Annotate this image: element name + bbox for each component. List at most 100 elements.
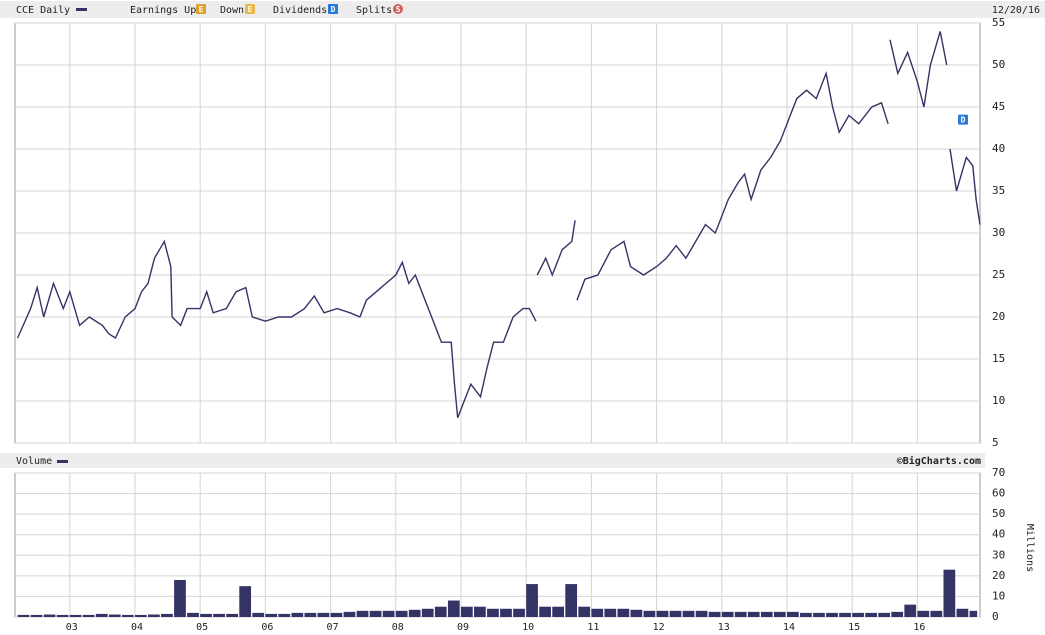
volume-bar	[787, 611, 799, 617]
volume-bar	[865, 612, 877, 617]
legend-icon-letter: E	[199, 5, 204, 14]
x-tick-label: 10	[522, 622, 534, 633]
volume-bar	[382, 610, 395, 617]
volume-bar	[239, 586, 252, 617]
volume-bar	[356, 610, 369, 617]
legend-icon-letter: D	[331, 5, 336, 14]
header-bar	[0, 1, 1045, 18]
volume-bar	[226, 613, 238, 617]
volume-bar	[474, 606, 486, 617]
volume-bar	[395, 610, 408, 617]
volume-bar	[630, 609, 643, 617]
volume-bar	[682, 610, 695, 617]
volume-bar	[604, 608, 617, 617]
y-tick-label: 0	[992, 610, 999, 623]
y-tick-label: 55	[992, 16, 1005, 29]
volume-bar	[43, 614, 56, 617]
legend-icon-letter: E	[248, 5, 253, 14]
legend-icon	[196, 4, 206, 14]
volume-bar	[669, 610, 682, 617]
y-tick-label: 50	[992, 58, 1005, 71]
volume-bar	[17, 614, 30, 617]
y-tick-label: 10	[992, 589, 1005, 602]
volume-bar	[578, 606, 591, 617]
legend-icon	[328, 4, 338, 14]
volume-bar	[747, 611, 760, 617]
y-tick-label: 10	[992, 394, 1005, 407]
x-tick-label: 13	[718, 622, 730, 633]
x-tick-label: 06	[261, 622, 273, 633]
volume-bar	[565, 584, 578, 617]
legend-icon-letter: S	[396, 5, 401, 14]
volume-bar	[891, 611, 904, 617]
series-legend-swatch	[76, 8, 87, 11]
volume-bar	[617, 608, 630, 617]
volume-bar	[447, 600, 460, 617]
price-line	[16, 31, 981, 419]
volume-bar	[408, 609, 421, 617]
series-legend: CCE Daily	[16, 5, 70, 16]
x-tick-label: 11	[587, 622, 599, 633]
y-tick-label: 45	[992, 100, 1005, 113]
volume-bar	[278, 613, 291, 617]
y-tick-label: 40	[992, 528, 1005, 541]
dividend-marker-letter: D	[961, 116, 966, 125]
x-tick-label: 05	[196, 622, 208, 633]
volume-bar	[721, 611, 734, 617]
volume-bar	[591, 608, 604, 617]
volume-bar	[161, 613, 173, 617]
volume-bar	[56, 614, 69, 617]
volume-bar	[304, 612, 317, 617]
volume-bar	[369, 610, 382, 617]
volume-bar	[643, 610, 656, 617]
y-tick-label: 30	[992, 548, 1005, 561]
volume-bar	[695, 610, 708, 617]
volume-bar	[82, 614, 95, 617]
volume-bar	[69, 614, 82, 617]
volume-bar	[148, 614, 160, 617]
volume-bar	[95, 613, 108, 617]
volume-frame	[14, 472, 981, 618]
y-tick-label: 20	[992, 310, 1005, 323]
volume-bar	[265, 613, 278, 617]
volume-bar	[852, 612, 864, 617]
volume-bar	[108, 614, 121, 617]
volume-bar	[434, 606, 447, 617]
credit: ©BigCharts.com	[897, 455, 981, 467]
y-axis-label: Millions	[1024, 524, 1035, 572]
x-tick-label: 12	[653, 622, 665, 633]
x-tick-label: 09	[457, 622, 469, 633]
volume-bar	[187, 612, 199, 617]
x-tick-label: 03	[66, 622, 78, 633]
volume-bar	[487, 608, 499, 617]
volume-bar	[330, 612, 343, 617]
volume-bar	[878, 612, 891, 617]
volume-bar	[291, 612, 304, 617]
volume-bar	[526, 584, 538, 617]
volume-bar	[839, 612, 851, 617]
volume-bar	[956, 608, 969, 617]
legend-label: Down	[220, 5, 244, 16]
y-tick-label: 50	[992, 507, 1005, 520]
volume-bar	[552, 606, 565, 617]
y-tick-label: 25	[992, 268, 1005, 281]
y-tick-label: 15	[992, 352, 1005, 365]
volume-bar	[317, 612, 330, 617]
legend-icon	[393, 4, 403, 14]
volume-bar	[773, 611, 786, 617]
volume-bar	[513, 608, 525, 617]
volume-bar	[930, 610, 943, 617]
volume-bar	[174, 579, 186, 617]
volume-bar	[826, 612, 838, 617]
volume-bar	[943, 569, 956, 617]
volume-bar	[539, 606, 551, 617]
legend-label: Splits	[356, 5, 392, 16]
volume-bar	[904, 604, 917, 617]
volume-bar	[917, 610, 930, 617]
volume-bar	[760, 611, 773, 617]
dividend-marker	[958, 114, 969, 125]
legend-label: Dividends	[273, 5, 327, 16]
volume-bar	[213, 613, 225, 617]
volume-header-bar	[0, 453, 985, 468]
